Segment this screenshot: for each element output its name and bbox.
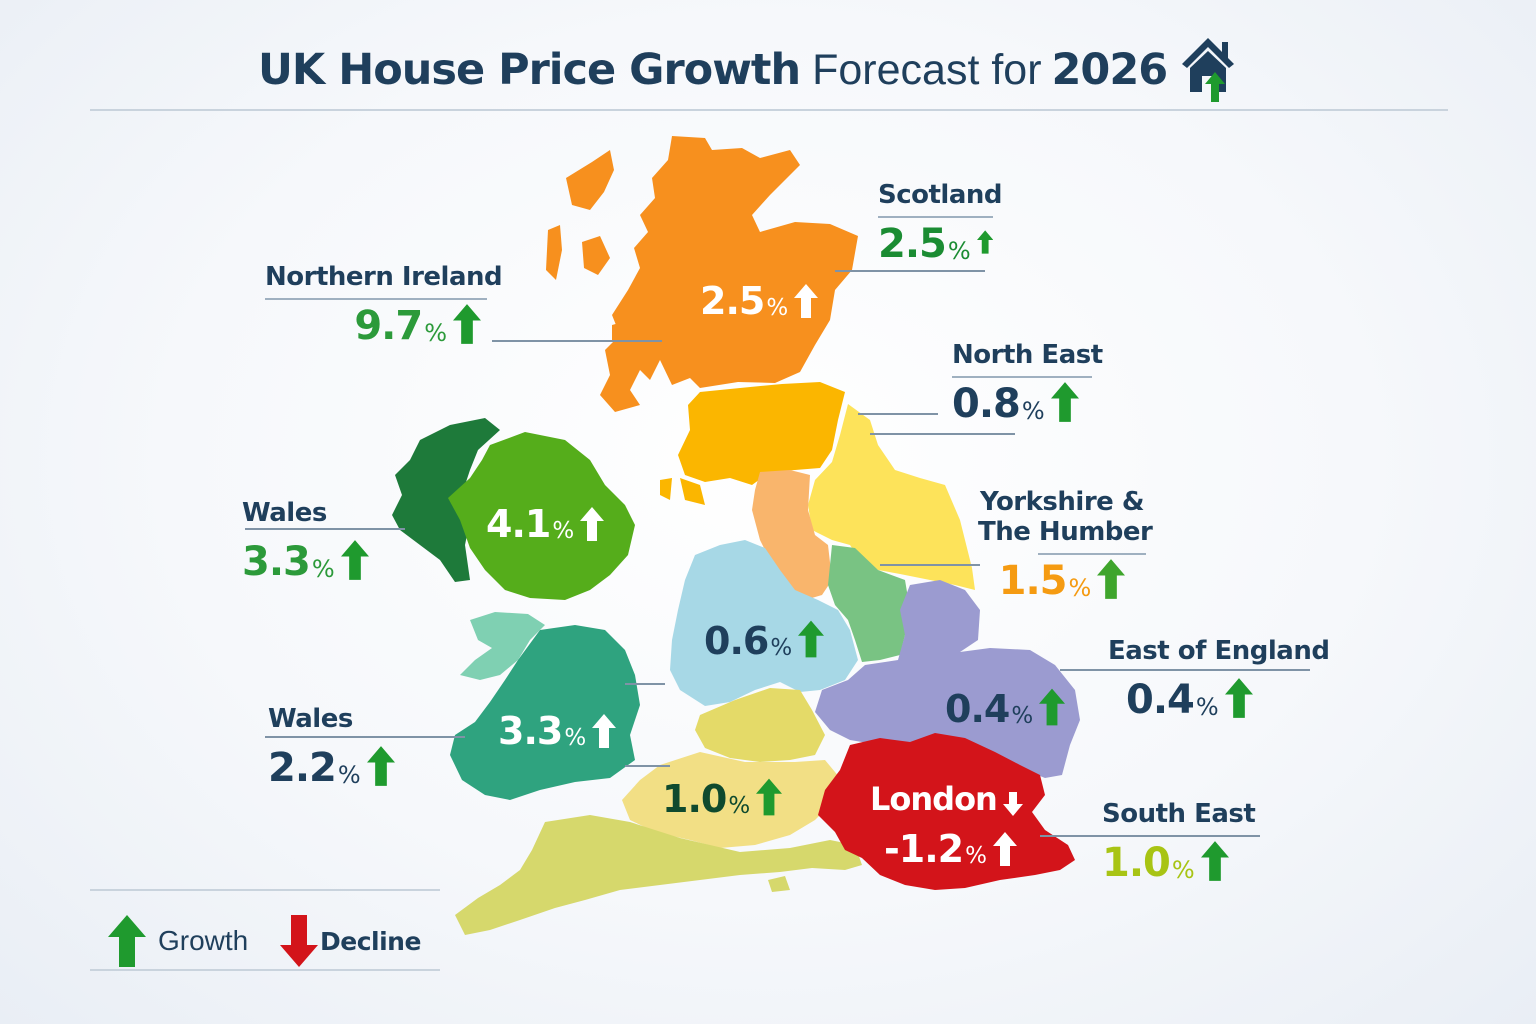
region-south-west[interactable] <box>455 815 862 935</box>
map-label-scotland: 2.5 % <box>700 280 819 322</box>
region-wales-north[interactable] <box>460 612 545 680</box>
map-label-wales: 3.3 % <box>498 710 617 752</box>
region-south-central[interactable] <box>695 688 825 762</box>
leader-line-north-east-2 <box>870 433 1015 435</box>
region-west-midlands[interactable] <box>670 540 858 706</box>
callout-scotland: Scotland 2.5 % <box>878 180 1003 267</box>
leader-line-wales-lower <box>265 736 465 738</box>
region-east-of-england[interactable] <box>815 580 1080 778</box>
leader-line-south <box>625 765 670 767</box>
map-label-ni: 4.1 % <box>486 503 605 545</box>
callout-rule <box>1038 553 1146 555</box>
leader-line-yorkshire <box>880 564 980 566</box>
up-arrow-icon <box>1097 559 1126 599</box>
callout-east-of-england: East of England 0.4 % <box>1108 636 1330 723</box>
callout-north-east: North East 0.8 % <box>952 340 1103 427</box>
callout-northern-ireland: Northern Ireland 9.7 % <box>265 262 503 349</box>
region-east-midlands[interactable] <box>828 545 910 662</box>
region-south[interactable] <box>622 752 840 848</box>
callout-yorkshire: Yorkshire & The Humber 1.5 % <box>978 487 1153 604</box>
region-scotland[interactable] <box>546 136 858 412</box>
callout-wales-lower: Wales 2.2 % <box>268 704 438 790</box>
callout-wales-upper: Wales 3.3 % <box>242 498 402 584</box>
callout-rule <box>952 376 1092 378</box>
legend-growth: Growth <box>108 915 248 967</box>
up-arrow-icon <box>756 778 783 816</box>
leader-line-midlands <box>625 683 665 685</box>
up-arrow-icon <box>1200 841 1229 881</box>
region-wales[interactable] <box>450 625 640 800</box>
callout-rule <box>265 298 487 300</box>
title-light: Forecast for <box>812 45 1042 94</box>
up-arrow-icon <box>1050 382 1079 422</box>
up-arrow-icon <box>580 507 605 541</box>
title-divider <box>90 109 1448 111</box>
up-arrow-icon <box>1039 688 1066 726</box>
up-arrow-icon <box>992 832 1017 866</box>
region-northern-ireland-east[interactable] <box>448 432 635 600</box>
island-shape <box>680 478 705 505</box>
map-label-midlands: 0.6 % <box>704 620 825 662</box>
house-with-up-arrow-icon <box>1182 38 1234 102</box>
island-shape <box>660 478 672 500</box>
legend: Growth Decline <box>90 889 440 971</box>
leader-line-east-england <box>1060 669 1310 671</box>
legend-decline: Decline <box>280 915 421 967</box>
region-northern-ireland-west[interactable] <box>392 418 500 582</box>
green-up-arrow-icon <box>108 915 146 967</box>
leader-line-scotland <box>835 270 985 272</box>
map-label-london-value: -1.2 % <box>884 828 1017 870</box>
title-bold: UK House Price Growth <box>258 45 801 95</box>
red-down-arrow-icon <box>280 915 318 967</box>
up-arrow-icon <box>794 284 819 318</box>
leader-line-wales-upper <box>245 528 405 530</box>
leader-line-north-east-1 <box>858 413 938 415</box>
up-arrow-icon <box>592 714 617 748</box>
region-north-west[interactable] <box>752 470 832 600</box>
callout-rule <box>878 216 993 218</box>
region-north-east[interactable] <box>808 404 975 590</box>
region-london[interactable] <box>818 733 1075 890</box>
up-arrow-icon <box>366 746 395 786</box>
leader-line-ni <box>492 340 662 342</box>
up-arrow-icon <box>976 230 993 254</box>
page-title: UK House Price Growth Forecast for 2026 <box>258 38 1169 102</box>
up-arrow-icon <box>340 540 369 580</box>
title-year: 2026 <box>1051 45 1169 95</box>
island-shape <box>768 876 790 892</box>
up-arrow-icon <box>453 304 481 344</box>
map-label-east: 0.4 % <box>945 688 1066 730</box>
map-label-london-name: London <box>870 778 1023 820</box>
region-north-border[interactable] <box>678 382 845 485</box>
down-arrow-icon <box>1002 792 1023 816</box>
up-arrow-icon <box>798 620 825 658</box>
callout-south-east: South East 1.0 % <box>1102 799 1262 885</box>
leader-line-south-east <box>1040 835 1260 837</box>
map-label-south: 1.0 % <box>662 778 783 820</box>
up-arrow-icon <box>1224 678 1253 718</box>
